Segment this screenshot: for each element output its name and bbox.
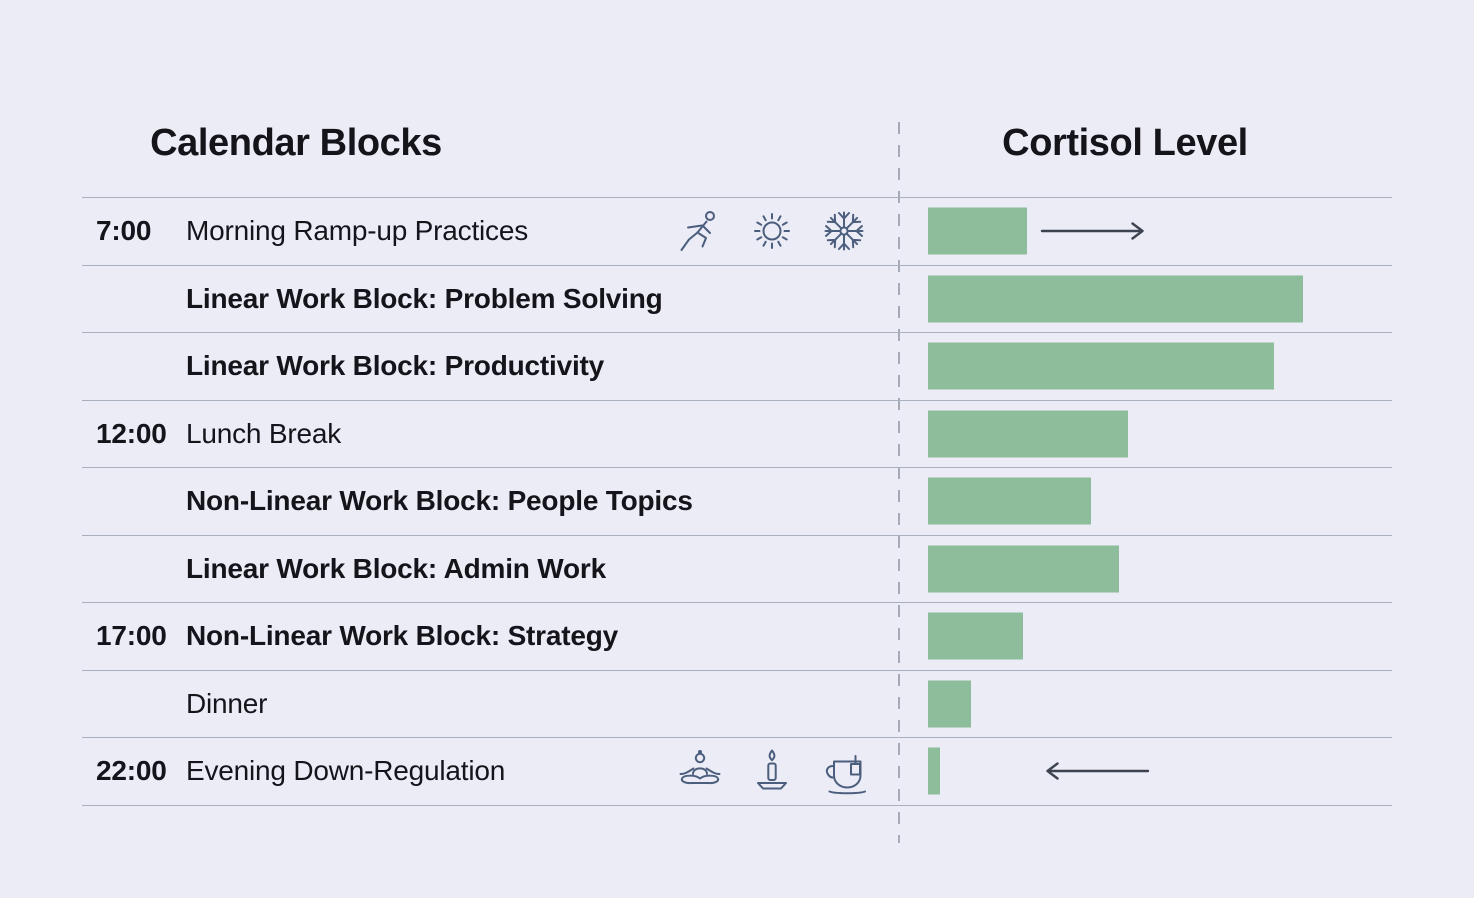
row-label: Non-Linear Work Block: Strategy	[186, 620, 619, 652]
schedule-row: Non-Linear Work Block: People Topics	[82, 467, 1392, 535]
row-label: Lunch Break	[186, 417, 342, 449]
row-icons	[676, 207, 868, 255]
row-time: 22:00	[96, 755, 167, 787]
schedule-row: 17:00 Non-Linear Work Block: Strategy	[82, 602, 1392, 670]
cortisol-bar	[928, 612, 1023, 660]
schedule-row: Dinner	[82, 669, 1392, 738]
cortisol-bar	[928, 410, 1128, 458]
row-label: Evening Down-Regulation	[186, 755, 506, 787]
schedule-row: Linear Work Block: Productivity	[82, 332, 1392, 400]
tea-cup-icon	[820, 747, 868, 795]
calendar-blocks-title: Calendar Blocks	[150, 122, 442, 164]
row-icons	[676, 747, 868, 795]
cortisol-bar	[928, 680, 971, 728]
cortisol-bar	[928, 275, 1303, 323]
column-divider-dashed-line	[898, 122, 900, 843]
sun-icon	[748, 207, 796, 255]
cortisol-bar	[928, 207, 1027, 255]
cortisol-bar	[928, 747, 940, 795]
schedule-row: Linear Work Block: Admin Work	[82, 534, 1392, 603]
cortisol-bar	[928, 342, 1274, 390]
cortisol-bar	[928, 477, 1091, 525]
trend-arrow-right	[1040, 220, 1150, 242]
runner-icon	[676, 207, 724, 255]
schedule-row: Linear Work Block: Problem Solving	[82, 264, 1392, 333]
cortisol-level-title: Cortisol Level	[1002, 122, 1248, 164]
row-label: Linear Work Block: Productivity	[186, 350, 605, 382]
row-time: 17:00	[96, 620, 167, 652]
row-label: Morning Ramp-up Practices	[186, 215, 529, 247]
schedule-row: 12:00 Lunch Break	[82, 399, 1392, 468]
candle-icon	[748, 747, 796, 795]
snowflake-icon	[820, 207, 868, 255]
schedule-table: 7:00 Morning Ramp-up Practices Linear Wo…	[82, 197, 1392, 806]
row-time: 7:00	[96, 215, 152, 247]
trend-arrow-left	[1040, 760, 1150, 782]
row-label: Linear Work Block: Admin Work	[186, 552, 606, 584]
schedule-row: 22:00 Evening Down-Regulation	[82, 737, 1392, 805]
row-label: Linear Work Block: Problem Solving	[186, 282, 663, 314]
row-time: 12:00	[96, 417, 167, 449]
row-label: Non-Linear Work Block: People Topics	[186, 485, 693, 517]
schedule-row: 7:00 Morning Ramp-up Practices	[82, 197, 1392, 265]
row-label: Dinner	[186, 687, 268, 719]
cortisol-bar	[928, 545, 1119, 593]
meditation-icon	[676, 747, 724, 795]
